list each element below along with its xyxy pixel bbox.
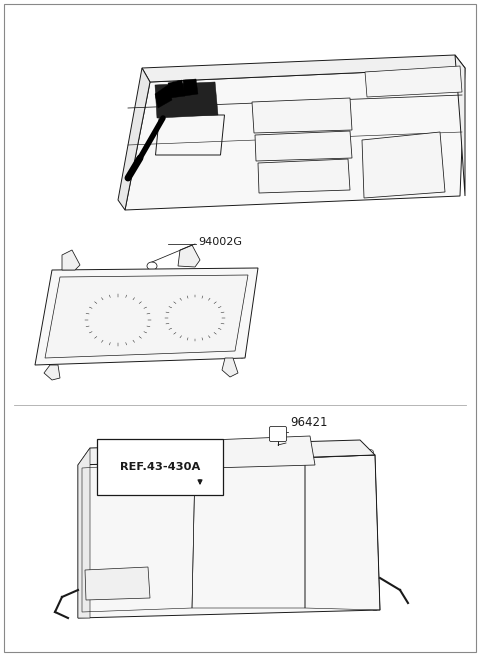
Polygon shape — [85, 567, 150, 600]
Polygon shape — [155, 85, 172, 108]
Polygon shape — [222, 358, 238, 377]
Polygon shape — [45, 275, 248, 358]
Polygon shape — [183, 79, 198, 96]
Polygon shape — [125, 68, 465, 210]
Polygon shape — [178, 245, 200, 267]
Text: REF.43-430A: REF.43-430A — [120, 462, 200, 472]
Polygon shape — [455, 55, 465, 196]
Polygon shape — [210, 436, 315, 468]
Polygon shape — [78, 455, 380, 618]
Polygon shape — [78, 448, 90, 618]
Polygon shape — [35, 268, 258, 365]
Polygon shape — [255, 131, 352, 161]
Polygon shape — [142, 55, 465, 82]
Polygon shape — [168, 80, 185, 98]
Text: 94002G: 94002G — [198, 237, 242, 247]
Polygon shape — [118, 68, 150, 210]
Text: 96421: 96421 — [290, 417, 327, 430]
Polygon shape — [155, 82, 218, 118]
FancyBboxPatch shape — [269, 426, 287, 441]
Polygon shape — [252, 98, 352, 133]
Polygon shape — [44, 365, 60, 380]
Polygon shape — [78, 440, 375, 465]
Polygon shape — [258, 159, 350, 193]
Polygon shape — [362, 132, 445, 198]
Polygon shape — [365, 66, 462, 97]
Polygon shape — [62, 250, 80, 270]
